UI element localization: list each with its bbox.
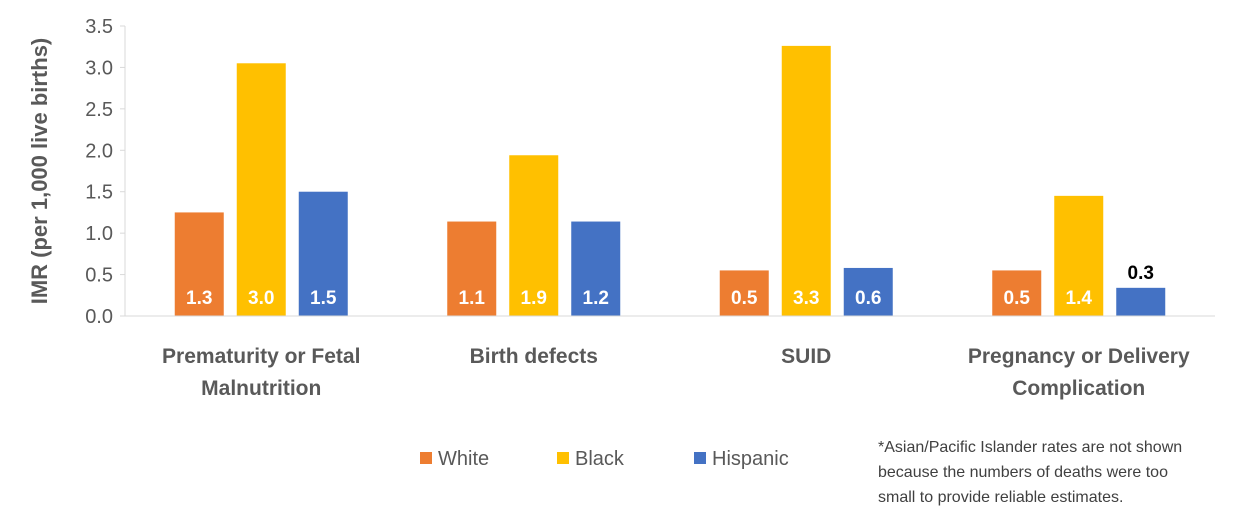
x-category-label: Birth defects <box>470 345 598 368</box>
bar-black <box>782 46 831 316</box>
legend-label-white: White <box>438 448 489 470</box>
data-label: 1.3 <box>186 288 212 309</box>
bar-hispanic <box>1116 288 1165 316</box>
x-category-label: Pregnancy or Delivery <box>968 345 1190 368</box>
data-label: 3.3 <box>793 288 819 309</box>
footnote-line: because the numbers of deaths were too <box>878 460 1248 485</box>
data-label: 0.3 <box>1128 263 1154 284</box>
data-label: 0.5 <box>1004 288 1031 309</box>
legend-label-black: Black <box>575 448 625 470</box>
y-tick-label: 0.0 <box>85 306 113 328</box>
data-label: 0.6 <box>855 288 881 309</box>
y-tick-label: 3.0 <box>85 57 113 79</box>
y-axis-title: IMR (per 1,000 live births) <box>27 38 52 305</box>
data-label: 1.5 <box>310 288 337 309</box>
footnote-line: *Asian/Pacific Islander rates are not sh… <box>878 435 1248 460</box>
data-label: 1.9 <box>521 288 547 309</box>
x-category-label: SUID <box>781 345 831 368</box>
data-label: 3.0 <box>248 288 274 309</box>
bar-black <box>237 63 286 316</box>
legend-swatch-hispanic <box>694 452 706 464</box>
footnote-line: small to provide reliable estimates. <box>878 485 1248 510</box>
data-label: 1.1 <box>459 288 486 309</box>
x-category-label: Prematurity or Fetal <box>162 345 360 368</box>
x-category-label: Malnutrition <box>201 377 321 400</box>
y-tick-label: 2.0 <box>85 140 113 162</box>
legend-label-hispanic: Hispanic <box>712 448 789 470</box>
y-tick-label: 1.5 <box>85 182 113 204</box>
y-tick-label: 2.5 <box>85 99 113 121</box>
x-category-label: Complication <box>1012 377 1145 400</box>
data-label: 1.2 <box>583 288 609 309</box>
y-tick-label: 1.0 <box>85 223 113 245</box>
legend-swatch-black <box>557 452 569 464</box>
data-label: 0.5 <box>731 288 758 309</box>
y-tick-label: 0.5 <box>85 265 113 287</box>
legend-swatch-white <box>420 452 432 464</box>
data-label: 1.4 <box>1066 288 1093 309</box>
footnote: *Asian/Pacific Islander rates are not sh… <box>878 435 1248 510</box>
y-tick-label: 3.5 <box>85 16 113 38</box>
